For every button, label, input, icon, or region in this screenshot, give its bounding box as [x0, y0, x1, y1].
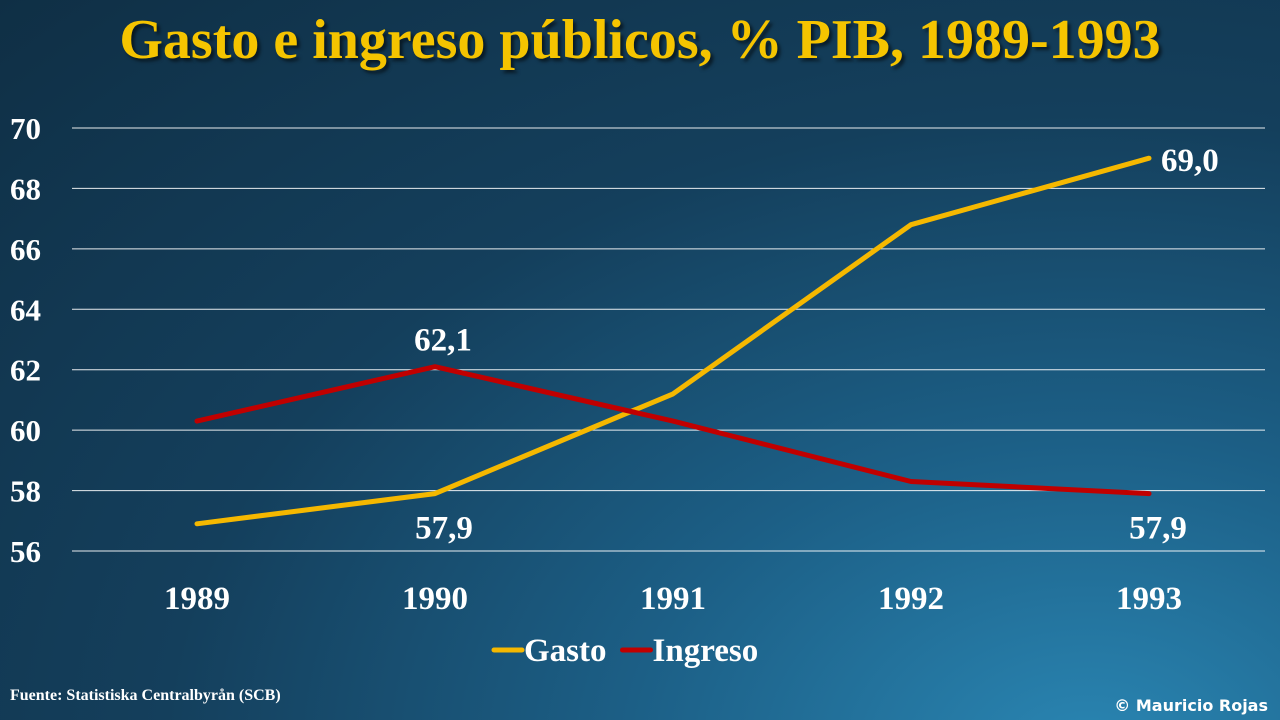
y-axis: 56 58 60 62 64 66 68 70 — [10, 111, 41, 569]
data-point-ingreso — [671, 419, 675, 423]
y-tick-label: 56 — [10, 534, 41, 569]
data-point-ingreso — [433, 365, 437, 369]
grid-lines — [72, 127, 1265, 552]
x-axis: 1989 1990 1991 1992 1993 — [164, 581, 1182, 617]
copyright-note: © Mauricio Rojas — [1114, 696, 1268, 715]
data-point-gasto — [433, 492, 437, 496]
x-tick-label: 1993 — [1116, 581, 1182, 617]
data-label: 57,9 — [1129, 511, 1187, 547]
y-tick-label: 70 — [10, 111, 41, 146]
data-point-gasto — [909, 223, 913, 227]
x-tick-label: 1990 — [402, 581, 468, 617]
data-label: 57,9 — [415, 511, 473, 547]
y-tick-label: 58 — [10, 474, 41, 509]
y-tick-label: 62 — [10, 353, 41, 388]
data-label: 69,0 — [1161, 143, 1219, 179]
data-point-ingreso — [195, 419, 199, 423]
x-tick-label: 1991 — [640, 581, 706, 617]
y-tick-label: 64 — [10, 292, 41, 327]
data-labels: 62,1 57,9 69,0 57,9 — [414, 143, 1219, 546]
chart-title: Gasto e ingreso públicos, % PIB, 1989-19… — [119, 9, 1161, 71]
legend-label-gasto: Gasto — [524, 633, 607, 669]
source-note: Fuente: Statistiska Centralbyrån (SCB) — [10, 687, 281, 704]
series-lines — [194, 155, 1152, 527]
x-tick-label: 1989 — [164, 581, 230, 617]
series-line-gasto — [194, 155, 1152, 527]
y-tick-label: 68 — [10, 171, 41, 206]
x-tick-label: 1992 — [878, 581, 944, 617]
legend: Gasto Ingreso — [491, 633, 759, 669]
data-point-gasto — [195, 522, 199, 526]
data-label: 62,1 — [414, 323, 472, 359]
data-point-ingreso — [909, 480, 913, 484]
y-tick-label: 60 — [10, 413, 41, 448]
data-point-gasto — [1147, 156, 1151, 160]
data-point-ingreso — [1147, 492, 1151, 496]
y-tick-label: 66 — [10, 232, 41, 267]
legend-label-ingreso: Ingreso — [653, 633, 759, 669]
data-point-gasto — [671, 392, 675, 396]
